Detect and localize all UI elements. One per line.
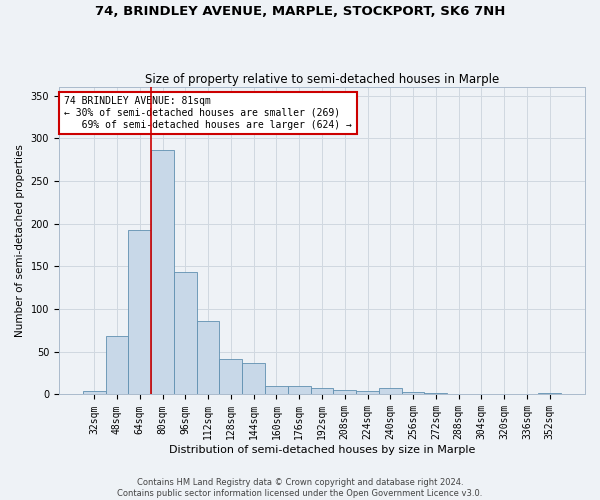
Bar [174,272,197,394]
Text: 74 BRINDLEY AVENUE: 81sqm
← 30% of semi-detached houses are smaller (269)
   69%: 74 BRINDLEY AVENUE: 81sqm ← 30% of semi-… [64,96,352,130]
Bar [197,321,220,394]
X-axis label: Distribution of semi-detached houses by size in Marple: Distribution of semi-detached houses by … [169,445,475,455]
Bar [311,388,334,394]
Bar [379,388,401,394]
Bar [356,391,379,394]
Bar [242,363,265,394]
Bar [265,386,288,394]
Bar [538,393,561,394]
Text: 74, BRINDLEY AVENUE, MARPLE, STOCKPORT, SK6 7NH: 74, BRINDLEY AVENUE, MARPLE, STOCKPORT, … [95,5,505,18]
Y-axis label: Number of semi-detached properties: Number of semi-detached properties [15,144,25,338]
Bar [106,336,128,394]
Bar [424,393,447,394]
Bar [128,230,151,394]
Bar [288,386,311,394]
Bar [151,150,174,394]
Bar [83,391,106,394]
Text: Contains HM Land Registry data © Crown copyright and database right 2024.
Contai: Contains HM Land Registry data © Crown c… [118,478,482,498]
Bar [220,358,242,394]
Bar [334,390,356,394]
Bar [401,392,424,394]
Title: Size of property relative to semi-detached houses in Marple: Size of property relative to semi-detach… [145,73,499,86]
